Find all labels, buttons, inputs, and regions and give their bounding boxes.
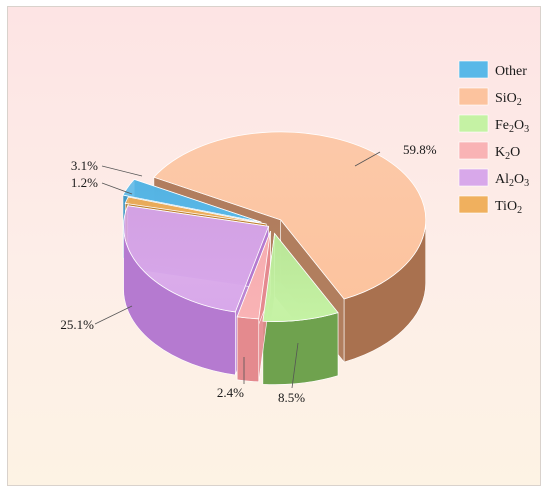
legend-swatch-sio2 bbox=[458, 87, 489, 106]
leader-line-tio2 bbox=[101, 182, 133, 195]
slice-side-fe2o3 bbox=[262, 312, 339, 385]
value-label-fe2o3: 8.5% bbox=[278, 390, 305, 405]
legend-label-sio2: SiO2 bbox=[495, 91, 522, 108]
legend-swatch-tio2 bbox=[458, 195, 489, 214]
legend-swatch-k2o bbox=[458, 141, 489, 160]
legend-label-k2o: K2O bbox=[495, 145, 520, 162]
slice-k2o bbox=[236, 230, 271, 320]
value-label-sio2: 59.8% bbox=[403, 142, 437, 157]
slice-other bbox=[122, 178, 262, 223]
slice-al2o3 bbox=[123, 205, 270, 313]
legend-label-tio2: TiO2 bbox=[495, 199, 522, 216]
legend-swatch-al2o3 bbox=[458, 168, 489, 187]
value-label-other: 3.1% bbox=[71, 158, 98, 173]
leader-line-al2o3 bbox=[94, 305, 133, 325]
leader-line-other bbox=[101, 165, 143, 177]
legend: Other SiO2 Fe2O3 K2O Al2O3 TiO2 bbox=[458, 60, 529, 216]
legend-label-fe2o3: Fe2O3 bbox=[495, 118, 529, 135]
legend-label-other: Other bbox=[495, 64, 527, 79]
leader-line-fe2o3 bbox=[291, 342, 299, 389]
pie-tops bbox=[122, 131, 427, 322]
value-label-tio2: 1.2% bbox=[71, 175, 98, 190]
slice-sio2 bbox=[153, 131, 427, 300]
slice-tio2 bbox=[124, 196, 267, 225]
pie-value-labels: 59.8% 8.5% 2.4% 25.1% 1.2% 3.1% bbox=[60, 142, 436, 405]
legend-label-al2o3: Al2O3 bbox=[495, 172, 529, 189]
legend-swatch-other bbox=[458, 60, 489, 79]
slice-side-k2o bbox=[236, 316, 260, 383]
value-label-k2o: 2.4% bbox=[217, 385, 244, 400]
slice-fe2o3 bbox=[262, 232, 339, 322]
legend-swatch-fe2o3 bbox=[458, 114, 489, 133]
value-label-al2o3: 25.1% bbox=[60, 317, 94, 332]
leader-line-sio2 bbox=[354, 151, 381, 167]
